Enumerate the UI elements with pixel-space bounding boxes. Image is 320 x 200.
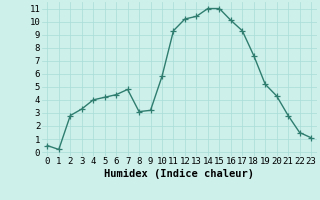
X-axis label: Humidex (Indice chaleur): Humidex (Indice chaleur): [104, 169, 254, 179]
